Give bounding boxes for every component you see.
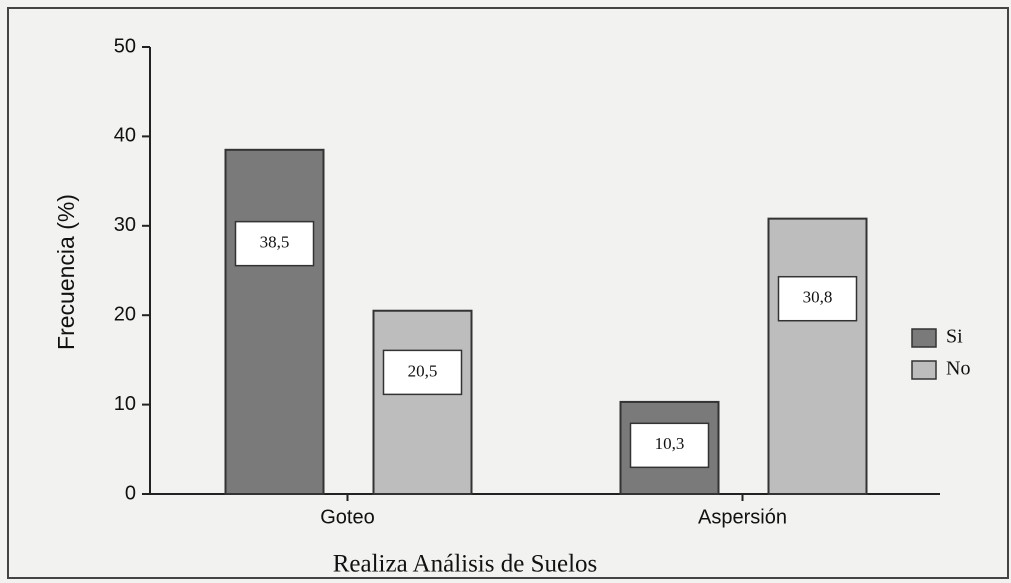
value-label-box <box>629 422 710 469</box>
bar <box>224 148 325 495</box>
bar <box>767 217 868 495</box>
y-tick-label: 30 <box>114 214 136 236</box>
value-label: 38,5 <box>260 233 290 252</box>
value-label-box <box>234 220 315 267</box>
x-tick-label: Goteo <box>320 506 374 528</box>
legend-label: No <box>946 358 970 380</box>
legend-swatch <box>911 360 937 380</box>
y-tick-label: 40 <box>114 125 136 147</box>
frame <box>7 7 1009 579</box>
legend-label: Si <box>946 326 963 348</box>
x-axis-label: Realiza Análisis de Suelos <box>333 551 598 578</box>
y-tick-label: 0 <box>125 482 136 504</box>
y-tick-label: 50 <box>114 35 136 57</box>
y-axis-label: Frecuencia (%) <box>53 194 79 350</box>
x-tick-label: Aspersión <box>698 506 787 528</box>
value-label: 30,8 <box>803 288 833 307</box>
bar <box>372 309 473 496</box>
y-tick-label: 20 <box>114 303 136 325</box>
value-label: 10,3 <box>655 434 685 453</box>
y-tick-label: 10 <box>114 393 136 415</box>
value-label-box <box>382 349 463 396</box>
value-label: 20,5 <box>408 361 438 380</box>
value-label-box <box>777 275 858 322</box>
legend-swatch <box>911 328 937 348</box>
